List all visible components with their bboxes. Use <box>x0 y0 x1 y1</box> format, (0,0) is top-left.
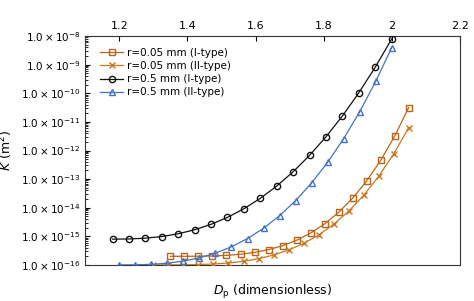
r=0.5 mm (II-type) <box>117 263 122 267</box>
r=0.5 mm (I-type) <box>159 235 164 238</box>
r=0.5 mm (II-type) <box>325 160 330 164</box>
r=0.05 mm (I-type) <box>252 251 257 254</box>
Y-axis label: $K$ (m$^2$): $K$ (m$^2$) <box>0 130 16 171</box>
r=0.5 mm (II-type) <box>261 226 266 230</box>
Legend: r=0.05 mm (I-type), r=0.05 mm (II-type), r=0.5 mm (I-type), r=0.5 mm (II-type): r=0.05 mm (I-type), r=0.05 mm (II-type),… <box>98 46 233 99</box>
r=0.5 mm (I-type) <box>389 37 394 41</box>
r=0.05 mm (I-type) <box>182 254 187 258</box>
r=0.5 mm (II-type) <box>164 261 170 265</box>
r=0.05 mm (I-type) <box>378 159 383 162</box>
r=0.05 mm (II-type) <box>316 233 321 237</box>
r=0.05 mm (II-type) <box>226 261 231 265</box>
r=0.05 mm (I-type) <box>364 179 370 183</box>
r=0.5 mm (II-type) <box>148 262 154 266</box>
r=0.05 mm (II-type) <box>151 263 156 267</box>
r=0.5 mm (I-type) <box>225 216 230 219</box>
r=0.05 mm (I-type) <box>406 106 411 110</box>
r=0.05 mm (II-type) <box>196 263 201 266</box>
r=0.5 mm (I-type) <box>208 222 214 226</box>
r=0.5 mm (I-type) <box>339 114 345 118</box>
Text: $D_{\mathrm{p}}$ (dimensionless): $D_{\mathrm{p}}$ (dimensionless) <box>213 283 332 301</box>
r=0.5 mm (I-type) <box>257 197 263 200</box>
r=0.5 mm (II-type) <box>197 256 202 260</box>
r=0.5 mm (I-type) <box>109 237 115 241</box>
r=0.05 mm (II-type) <box>391 152 397 156</box>
r=0.05 mm (II-type) <box>255 257 261 261</box>
r=0.05 mm (II-type) <box>376 175 382 178</box>
r=0.05 mm (II-type) <box>165 263 171 267</box>
r=0.5 mm (II-type) <box>228 245 234 249</box>
r=0.05 mm (II-type) <box>241 259 246 263</box>
r=0.05 mm (I-type) <box>294 238 300 242</box>
Line: r=0.5 mm (I-type): r=0.5 mm (I-type) <box>109 36 395 242</box>
r=0.05 mm (I-type) <box>308 231 313 235</box>
r=0.05 mm (II-type) <box>301 242 306 245</box>
r=0.05 mm (II-type) <box>181 263 186 267</box>
r=0.05 mm (II-type) <box>361 194 366 197</box>
r=0.5 mm (I-type) <box>274 184 280 188</box>
r=0.5 mm (I-type) <box>241 207 247 210</box>
r=0.05 mm (II-type) <box>271 253 276 257</box>
r=0.5 mm (II-type) <box>357 110 363 113</box>
r=0.5 mm (I-type) <box>175 232 181 236</box>
r=0.5 mm (I-type) <box>323 135 329 138</box>
r=0.05 mm (II-type) <box>210 262 216 266</box>
r=0.5 mm (II-type) <box>309 181 314 185</box>
r=0.05 mm (II-type) <box>406 126 411 129</box>
r=0.05 mm (I-type) <box>210 254 215 258</box>
r=0.05 mm (I-type) <box>168 254 173 258</box>
r=0.05 mm (II-type) <box>346 209 352 213</box>
Line: r=0.5 mm (II-type): r=0.5 mm (II-type) <box>116 45 395 268</box>
r=0.5 mm (II-type) <box>133 263 138 267</box>
r=0.5 mm (I-type) <box>291 170 296 174</box>
r=0.05 mm (I-type) <box>322 222 328 226</box>
r=0.05 mm (I-type) <box>196 254 201 258</box>
r=0.5 mm (II-type) <box>373 80 379 83</box>
r=0.5 mm (II-type) <box>277 214 283 218</box>
r=0.05 mm (I-type) <box>224 253 229 257</box>
r=0.05 mm (I-type) <box>350 196 356 200</box>
r=0.05 mm (I-type) <box>280 244 285 247</box>
r=0.5 mm (II-type) <box>389 46 394 49</box>
r=0.5 mm (II-type) <box>213 251 219 255</box>
r=0.5 mm (I-type) <box>192 228 198 231</box>
r=0.05 mm (II-type) <box>286 248 292 252</box>
r=0.5 mm (II-type) <box>293 199 299 203</box>
r=0.05 mm (I-type) <box>336 211 341 214</box>
r=0.5 mm (I-type) <box>356 91 362 95</box>
r=0.05 mm (I-type) <box>392 134 398 138</box>
Line: r=0.05 mm (I-type): r=0.05 mm (I-type) <box>167 104 412 259</box>
r=0.5 mm (I-type) <box>373 65 378 69</box>
r=0.5 mm (I-type) <box>143 236 148 240</box>
r=0.5 mm (II-type) <box>341 137 346 141</box>
Line: r=0.05 mm (II-type): r=0.05 mm (II-type) <box>150 125 412 268</box>
r=0.5 mm (II-type) <box>181 259 186 263</box>
r=0.5 mm (I-type) <box>126 237 132 241</box>
r=0.5 mm (I-type) <box>307 154 312 157</box>
r=0.05 mm (I-type) <box>266 248 272 251</box>
r=0.05 mm (I-type) <box>237 253 243 256</box>
r=0.5 mm (II-type) <box>245 237 250 240</box>
r=0.05 mm (II-type) <box>331 222 337 226</box>
